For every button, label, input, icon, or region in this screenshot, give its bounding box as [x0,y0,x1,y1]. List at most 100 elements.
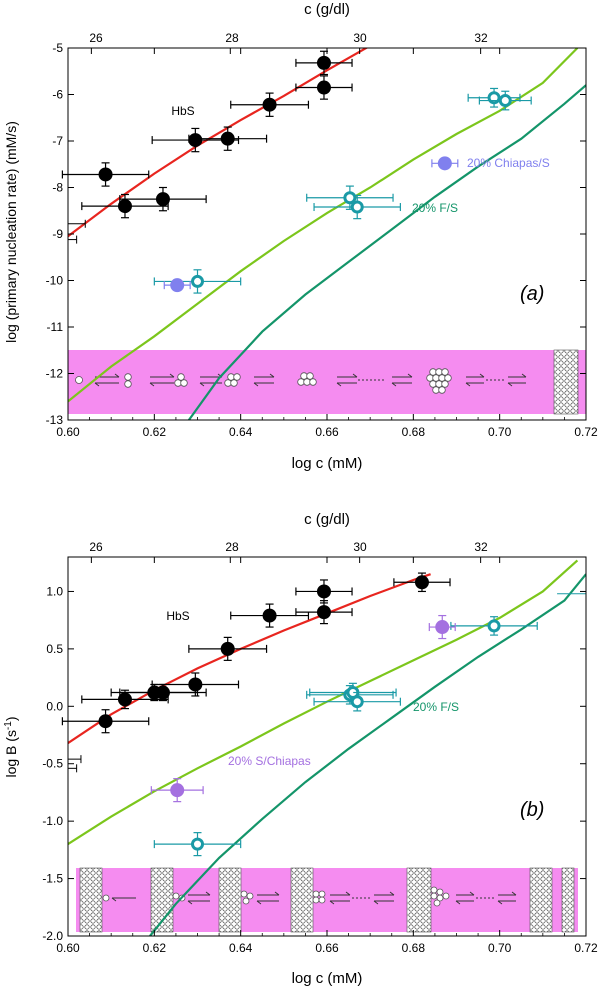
hbs-data-point [220,131,235,146]
critical-nucleus [426,368,452,394]
x-tick-label: 0.70 [488,425,512,439]
dark-green-fit-curve [188,84,586,420]
panel-b-label: (b) [520,799,544,821]
x-tick-label: 0.60 [56,941,80,955]
hbs-data-point [316,605,331,620]
panel-b-inset [76,867,578,933]
20-f-s-data-point [350,200,364,214]
panel-b-ticks: 0.60 0.62 0.64 0.66 0.68 0.70 0.72 -2.0 -1.5 -1.0… [42,557,598,955]
monomer-1 [75,376,83,384]
panel-a-top-tick-26: 26 [89,31,103,45]
light-green-fit-curve [68,48,579,403]
20-f-s-data-point [487,91,501,105]
x-tick-label: 0.66 [315,941,339,955]
hbs-data-point [188,133,203,148]
panel-b: c (g/dl) 26 28 30 32 [3,511,598,987]
panel-a-markers [61,50,532,294]
x-tick-label: 0.72 [574,425,598,439]
cluster-pentamer [297,372,317,386]
20-f-s-data-point [191,837,204,851]
hbs-data-point [316,584,331,599]
panel-b-top-tick-26: 26 [89,540,103,554]
panel-a-x-axis-title: log c (mM) [292,455,363,472]
panel-b-y-axis-title-close: ) [3,716,19,721]
hbs-data-point [262,608,277,623]
fiber-6 [529,867,553,933]
20-chiapas-s-data-point [170,278,185,293]
y-tick-label: -1.0 [42,814,63,828]
panel-a-y-axis-title: log (primary nucleation rate) (mM/s) [3,121,19,343]
panel-b-top-tick-30: 30 [353,540,367,554]
y-tick-label: 1.0 [46,584,63,598]
panel-b-annotation-hbs: HbS [166,609,189,623]
x-tick-label: 0.64 [229,425,253,439]
fiber-5 [406,867,432,933]
nucleus-on-fiber [430,886,450,907]
20-f-s-data-point [487,619,501,633]
y-tick-label: 0.0 [46,699,63,713]
cluster-trimer [174,373,188,387]
y-tick-label: -12 [46,367,64,381]
y-tick-label: -0.5 [42,757,63,771]
hbs-data-point [98,167,113,182]
y-tick-label: -8 [52,181,63,195]
y-tick-label: -6 [52,88,63,102]
hbs-data-point [262,97,277,112]
panel-a-label: (a) [520,283,544,305]
hbs-data-point [117,199,132,214]
y-tick-label: -11 [47,320,64,334]
hbs-data-point [98,714,113,729]
panel-a-top-ticks: 26 28 30 32 [89,31,488,45]
hbs-data-point [117,692,132,707]
20-s-chiapas-data-point [435,620,450,635]
hbs-data-point [155,685,170,700]
hbs-data-point [316,80,331,95]
panel-a-ticks: 0.60 0.62 0.64 0.66 0.68 0.70 0.72 -13 -12 -11 -10… [46,41,598,439]
panel-b-annotation-chiapas: 20% S/Chiapas [228,754,311,768]
hbs-data-point [188,677,203,692]
panel-a-top-tick-28: 28 [225,31,239,45]
tetramer-on-fiber [312,890,326,904]
hbs-data-point [155,192,170,207]
panel-a-curves [68,48,586,420]
fiber-3 [218,867,242,933]
panel-a-top-tick-32: 32 [474,31,488,45]
panel-a-top-tick-30: 30 [353,31,367,45]
panel-a-annotation-chiapas: 20% Chiapas/S [467,156,550,170]
y-tick-label: -9 [52,227,63,241]
cluster-dimer [124,373,132,388]
panel-b-top-axis-title: c (g/dl) [304,511,350,528]
y-tick-label: -13 [46,413,64,427]
panel-a-inset-band [68,350,586,414]
x-tick-label: 0.66 [315,425,339,439]
panel-b-markers [61,572,587,857]
equilibrium-arrows [94,373,527,387]
x-tick-label: 0.70 [488,941,512,955]
y-tick-label: 0.5 [46,642,63,656]
panel-a-annotation-fs: 20% F/S [412,201,458,215]
hbs-data-point [316,55,331,70]
x-tick-label: 0.60 [56,425,80,439]
panel-b-y-axis-title-main: log B (s [3,730,19,777]
y-tick-label: -10 [46,274,64,288]
20-chiapas-s-data-point [437,156,452,171]
20-f-s-data-point [498,94,512,108]
fiber-4 [290,867,314,933]
fiber-7 [561,867,575,933]
y-tick-label: -2.0 [42,929,63,943]
red-fit-curve [68,48,369,238]
x-tick-label: 0.62 [143,425,167,439]
panel-b-annotation-fs: 20% F/S [413,700,459,714]
y-tick-label: -7 [52,134,63,148]
panel-a-top-axis-title: c (g/dl) [304,1,350,18]
red-fit-curve [68,573,431,745]
panel-a-annotation-hbs: HbS [171,104,194,118]
panel-b-y-axis-title: log B (s-1) [3,716,20,777]
trimer-on-fiber [240,890,254,905]
fiber-2 [150,867,174,933]
20-s-chiapas-data-point [170,783,185,798]
panel-b-top-tick-28: 28 [225,540,239,554]
dark-green-fit-curve [149,573,586,936]
panel-a: c (g/dl) 26 28 30 32 [3,1,598,472]
